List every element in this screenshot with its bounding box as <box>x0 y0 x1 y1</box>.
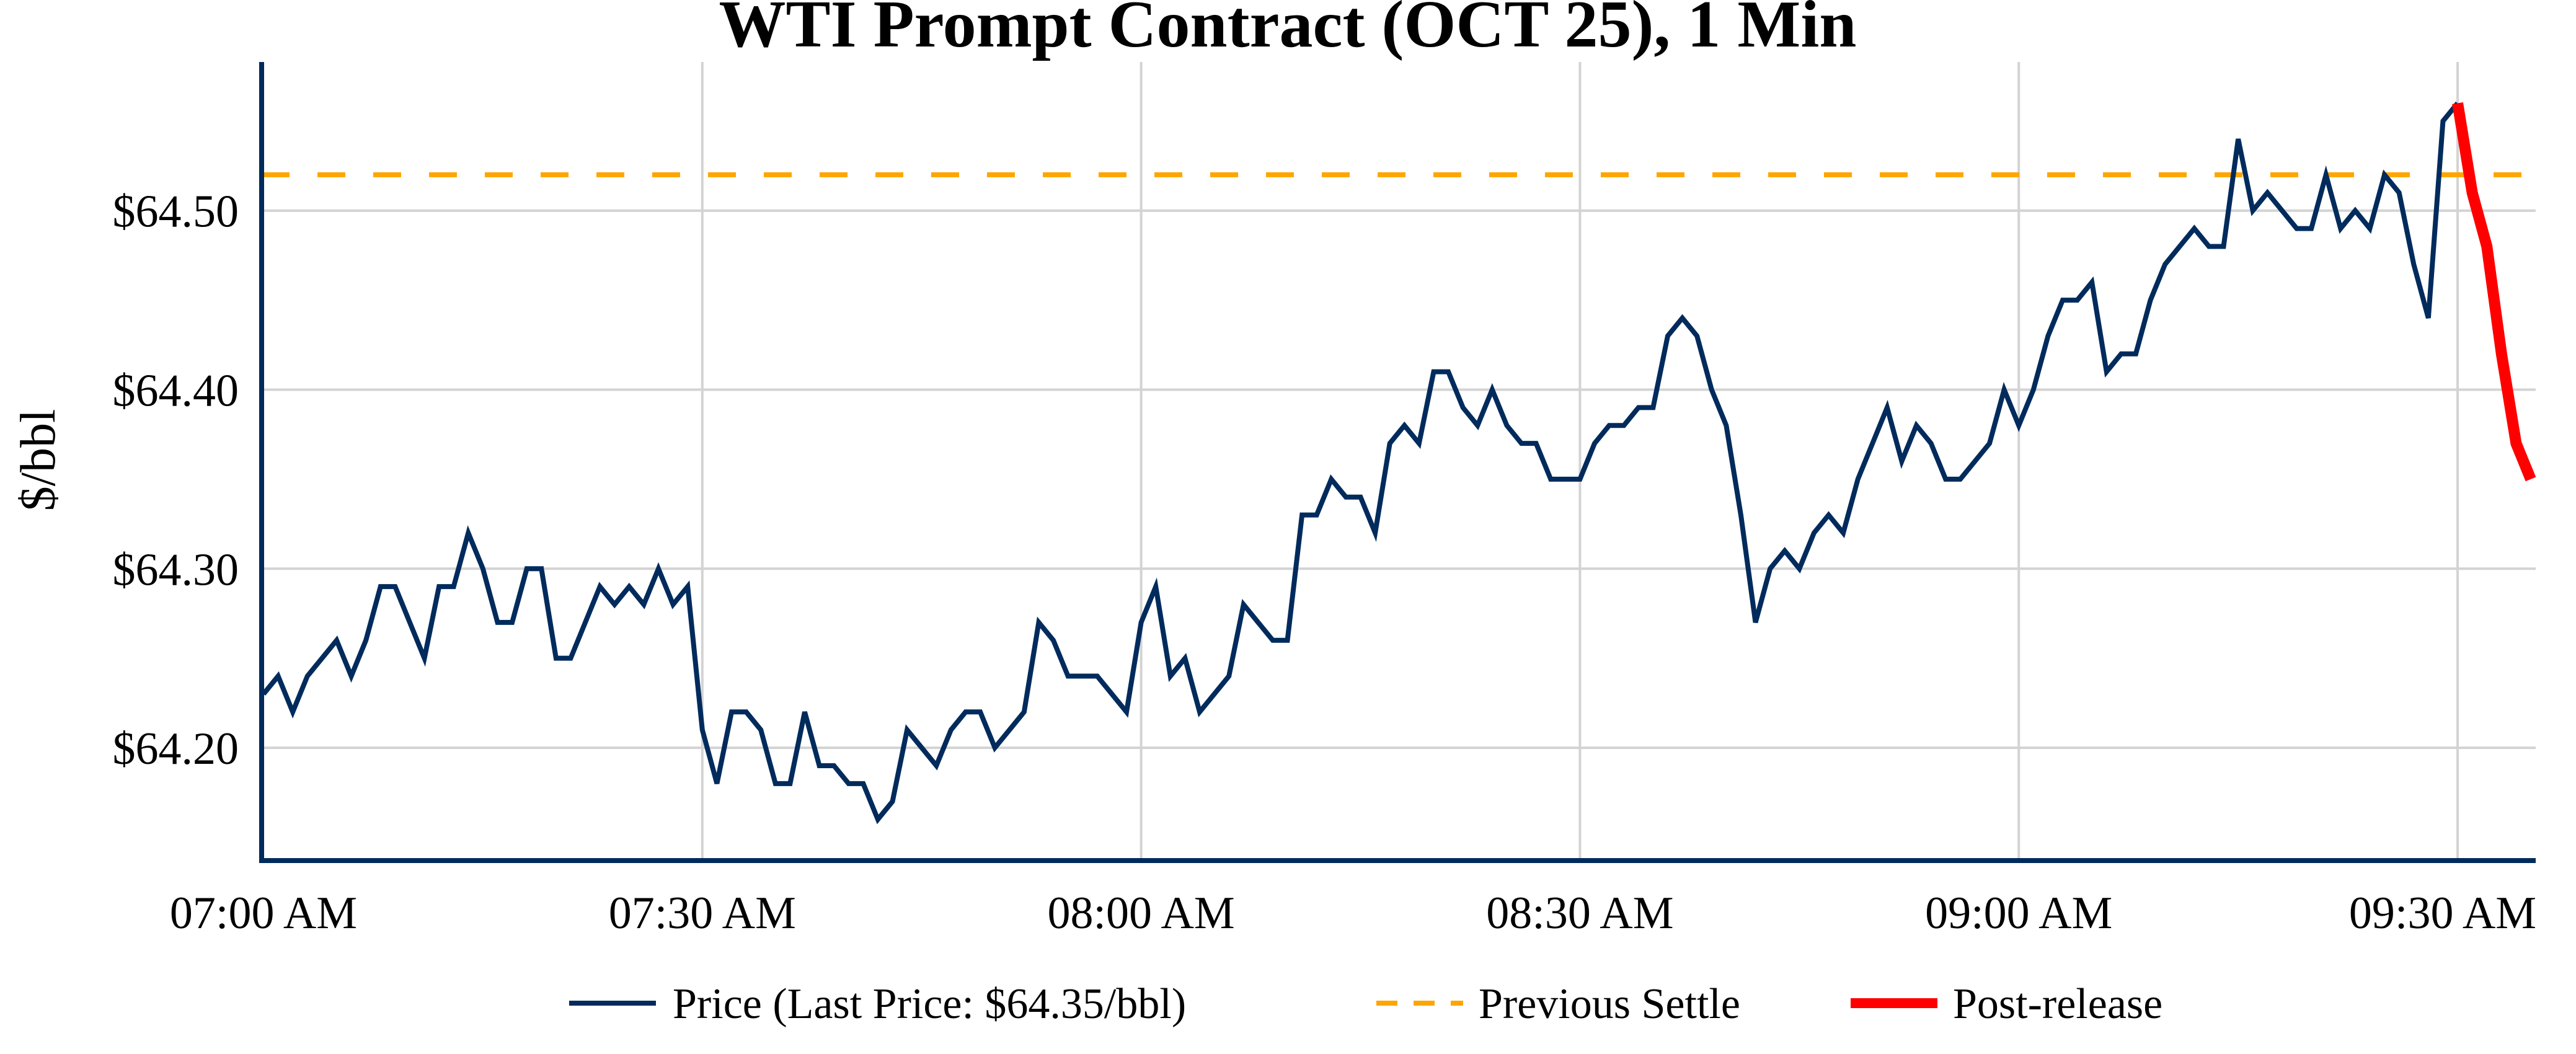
post-release-line <box>2452 102 2536 482</box>
legend-item-price[interactable]: Price (Last Price: $64.35/bbl) <box>569 980 1186 1028</box>
y-tick-label: $64.30 <box>113 544 239 595</box>
legend-label-previous-settle: Previous Settle <box>1479 980 1740 1028</box>
y-tick-label: $64.20 <box>113 724 239 774</box>
legend-label-post-release: Post-release <box>1953 980 2162 1028</box>
y-tick-label: $64.40 <box>113 365 239 416</box>
legend: Price (Last Price: $64.35/bbl) Previous … <box>569 980 2162 1028</box>
x-tick-label: 08:00 AM <box>1048 888 1235 939</box>
y-axis-label: $/bbl <box>11 409 66 511</box>
legend-label-price: Price (Last Price: $64.35/bbl) <box>673 980 1186 1028</box>
y-tick-label: $64.50 <box>113 187 239 237</box>
x-tick-labels: 07:00 AM 07:30 AM 08:00 AM 08:30 AM 09:00 AM… <box>170 888 2536 939</box>
x-tick-label: 09:00 AM <box>1925 888 2112 939</box>
legend-item-post-release[interactable]: Post-release <box>1851 980 2162 1028</box>
x-tick-label: 08:30 AM <box>1486 888 1673 939</box>
price-line <box>261 101 2460 825</box>
x-tick-label: 07:30 AM <box>609 888 796 939</box>
chart-title: WTI Prompt Contract (OCT 25), 1 Min <box>719 0 1857 61</box>
legend-item-previous-settle[interactable]: Previous Settle <box>1376 980 1740 1028</box>
series-lines <box>261 101 2536 825</box>
grid-lines <box>262 62 2536 861</box>
x-tick-label: 07:00 AM <box>170 888 357 939</box>
x-tick-label: 09:30 AM <box>2349 888 2536 939</box>
y-tick-labels: $64.20 $64.30 $64.40 $64.50 <box>113 187 239 774</box>
